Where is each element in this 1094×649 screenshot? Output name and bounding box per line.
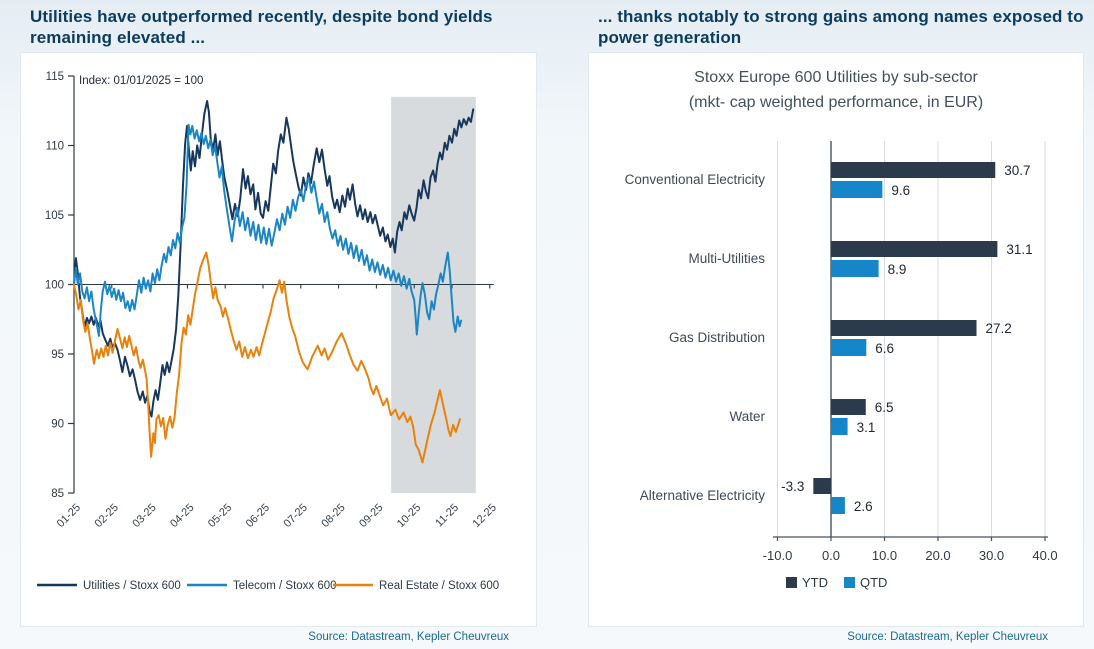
svg-text:03-25: 03-25 [130, 502, 158, 530]
svg-text:2.6: 2.6 [854, 499, 873, 514]
svg-text:6.5: 6.5 [875, 400, 894, 415]
svg-text:Gas Distribution: Gas Distribution [669, 330, 765, 345]
svg-text:0.0: 0.0 [822, 548, 840, 563]
q4-highlight-band [391, 96, 476, 493]
svg-text:11-25: 11-25 [433, 502, 461, 530]
svg-text:-3.3: -3.3 [781, 479, 804, 494]
line-chart-panel: 85 90 95 100 105 110 115 01-25 02-25 03-25 04-25 05… [20, 52, 537, 627]
svg-text:01-25: 01-25 [55, 502, 83, 530]
svg-text:02-25: 02-25 [93, 502, 121, 530]
subsector-performance-bar-chart: Conventional Electricity 30.7 9.6 Multi-Uti… [625, 141, 1058, 590]
svg-text:12-25: 12-25 [471, 502, 499, 530]
svg-text:Real Estate / Stoxx 600: Real Estate / Stoxx 600 [379, 580, 499, 592]
svg-text:110: 110 [46, 141, 64, 153]
bar-row-5: Alternative Electricity -3.3 2.6 [640, 478, 873, 514]
svg-text:04-25: 04-25 [168, 502, 196, 530]
right-panel-title: ... thanks notably to strong gains among… [598, 7, 1084, 47]
line-series-3 [73, 251, 461, 464]
svg-text:YTD: YTD [802, 575, 828, 590]
svg-text:Water: Water [729, 409, 765, 424]
svg-text:Conventional Electricity: Conventional Electricity [625, 172, 766, 187]
line-chart-legend: Utilities / Stoxx 600 Telecom / Stoxx 600… [37, 580, 499, 592]
svg-text:Alternative Electricity: Alternative Electricity [640, 488, 766, 503]
y-axis: 85 90 95 100 105 110 115 [45, 71, 75, 500]
svg-text:6.6: 6.6 [875, 341, 894, 356]
svg-text:85: 85 [51, 488, 64, 500]
svg-text:3.1: 3.1 [857, 420, 876, 435]
svg-text:10.0: 10.0 [872, 548, 897, 563]
svg-text:30.0: 30.0 [979, 548, 1004, 563]
svg-text:Utilities / Stoxx 600: Utilities / Stoxx 600 [83, 580, 181, 592]
svg-text:115: 115 [46, 71, 64, 83]
bar-chart-title: Stoxx Europe 600 Utilities by sub-sector [694, 69, 978, 86]
line-series-1 [73, 100, 475, 418]
relative-performance-line-chart: 85 90 95 100 105 110 115 01-25 02-25 03-25 04-25 05… [37, 71, 499, 592]
svg-text:27.2: 27.2 [986, 321, 1012, 336]
index-annotation: Index: 01/01/2025 = 100 [79, 75, 203, 87]
svg-text:8.9: 8.9 [888, 262, 907, 277]
svg-text:105: 105 [45, 210, 64, 222]
svg-text:100: 100 [45, 280, 64, 292]
svg-text:Telecom / Stoxx 600: Telecom / Stoxx 600 [233, 580, 337, 592]
bar-chart-subtitle: (mkt- cap weighted performance, in EUR) [688, 94, 984, 111]
bar-chart-panel: Stoxx Europe 600 Utilities by sub-sector… [588, 52, 1084, 627]
bar-row-4: Water 6.5 3.1 [729, 399, 894, 435]
bar-row-1: Conventional Electricity 30.7 9.6 [625, 162, 1031, 198]
svg-text:05-25: 05-25 [206, 502, 234, 530]
bar-x-axis: -10.0 0.0 10.0 20.0 30.0 40.0 [763, 536, 1058, 563]
gridlines [777, 141, 1046, 537]
left-source-note: Source: Datastream, Kepler Cheuvreux [308, 631, 509, 643]
svg-text:9.6: 9.6 [891, 183, 910, 198]
svg-text:QTD: QTD [860, 575, 887, 590]
svg-text:30.7: 30.7 [1004, 163, 1030, 178]
bar-row-2: Multi-Utilities 31.1 8.9 [688, 241, 1033, 277]
svg-text:Multi-Utilities: Multi-Utilities [688, 251, 765, 266]
svg-text:10-25: 10-25 [395, 502, 423, 530]
svg-text:09-25: 09-25 [357, 502, 385, 530]
svg-text:40.0: 40.0 [1032, 548, 1057, 563]
svg-text:07-25: 07-25 [282, 502, 310, 530]
svg-text:31.1: 31.1 [1006, 242, 1032, 257]
svg-text:-10.0: -10.0 [763, 548, 793, 563]
svg-text:06-25: 06-25 [244, 502, 272, 530]
svg-text:08-25: 08-25 [319, 502, 347, 530]
right-source-note: Source: Datastream, Kepler Cheuvreux [847, 631, 1048, 643]
left-panel-title: Utilities have outperformed recently, de… [30, 7, 493, 47]
line-series-2 [73, 123, 463, 337]
svg-text:90: 90 [51, 419, 64, 431]
bar-row-3: Gas Distribution 27.2 6.6 [669, 320, 1012, 356]
bar-chart-legend: YTD QTD [786, 575, 887, 590]
svg-text:20.0: 20.0 [925, 548, 950, 563]
svg-text:95: 95 [51, 349, 64, 361]
